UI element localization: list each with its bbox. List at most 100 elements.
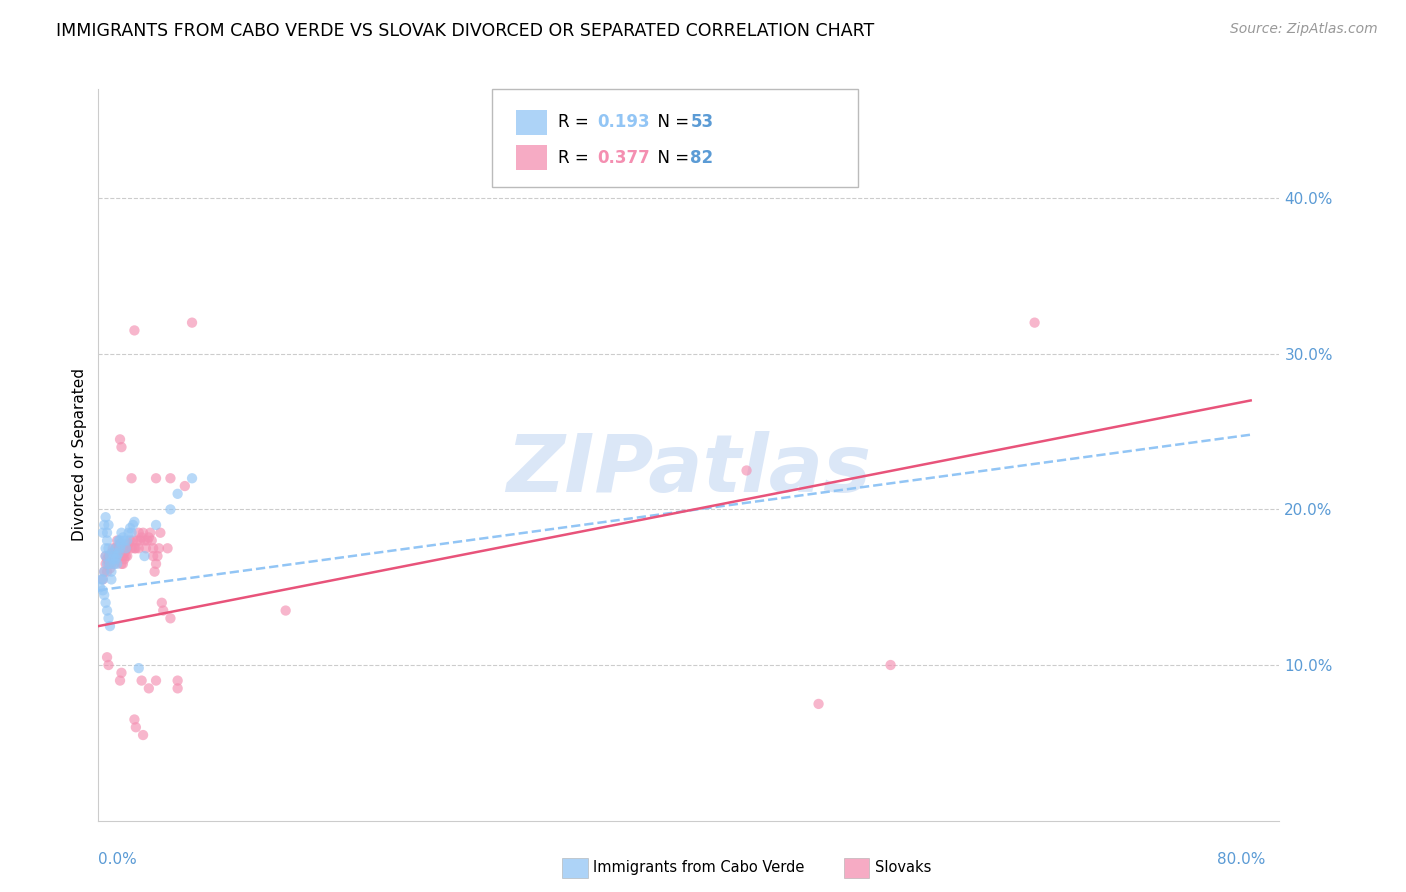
Text: Immigrants from Cabo Verde: Immigrants from Cabo Verde <box>593 860 804 874</box>
Text: ZIPatlas: ZIPatlas <box>506 431 872 508</box>
Point <box>134 533 156 548</box>
Point <box>105 557 128 571</box>
Point <box>145 673 167 688</box>
Point <box>98 549 121 563</box>
Point <box>98 561 121 575</box>
Point <box>107 549 129 563</box>
Point <box>127 533 149 548</box>
Point <box>105 549 128 563</box>
Text: 80.0%: 80.0% <box>1216 852 1265 867</box>
Point <box>100 546 122 560</box>
Point <box>101 546 124 560</box>
Point <box>145 518 167 533</box>
Point <box>166 681 188 696</box>
Point <box>145 471 167 485</box>
Point <box>96 603 118 617</box>
Point <box>94 557 117 571</box>
Point <box>98 619 121 633</box>
Point <box>93 588 115 602</box>
Point <box>112 533 135 548</box>
Point <box>121 541 143 556</box>
Point <box>110 440 132 454</box>
Point <box>148 541 170 556</box>
Point <box>807 697 830 711</box>
Point <box>105 533 128 548</box>
Point <box>132 525 155 540</box>
Point <box>181 316 204 330</box>
Point <box>90 573 112 587</box>
Point <box>173 479 195 493</box>
Point <box>112 546 135 560</box>
Point <box>93 565 115 579</box>
Point <box>91 583 114 598</box>
Point <box>121 471 143 485</box>
Point <box>112 552 135 566</box>
Point <box>142 541 165 556</box>
Point <box>156 541 179 556</box>
Point <box>111 549 134 563</box>
Point <box>107 541 129 556</box>
Text: Source: ZipAtlas.com: Source: ZipAtlas.com <box>1230 22 1378 37</box>
Point <box>107 533 129 548</box>
Point <box>159 502 181 516</box>
Text: 0.193: 0.193 <box>598 113 650 131</box>
Point <box>735 463 758 477</box>
Point <box>138 530 160 544</box>
Point <box>111 557 134 571</box>
Point <box>110 525 132 540</box>
Point <box>118 536 141 550</box>
Point <box>159 611 181 625</box>
Point <box>125 720 148 734</box>
Point <box>132 728 155 742</box>
Point <box>124 541 146 556</box>
Point <box>100 573 122 587</box>
Point <box>135 541 157 556</box>
Point <box>150 596 173 610</box>
Point <box>149 525 172 540</box>
Point <box>97 611 120 625</box>
Point <box>103 549 125 563</box>
Point <box>94 549 117 563</box>
Point <box>104 552 127 566</box>
Point <box>89 580 111 594</box>
Point <box>97 658 120 673</box>
Point <box>115 541 138 556</box>
Point <box>101 552 124 566</box>
Point <box>111 530 134 544</box>
Point <box>134 549 156 563</box>
Point <box>114 541 136 556</box>
Point <box>131 530 153 544</box>
Point <box>110 665 132 680</box>
Point <box>143 565 166 579</box>
Point <box>96 557 118 571</box>
Point <box>94 596 117 610</box>
Point <box>108 536 131 550</box>
Point <box>96 533 118 548</box>
Point <box>108 541 131 556</box>
Point <box>104 541 127 556</box>
Point <box>138 681 160 696</box>
Point <box>97 549 120 563</box>
Text: R =: R = <box>558 149 595 167</box>
Point <box>96 525 118 540</box>
Text: N =: N = <box>647 113 695 131</box>
Text: 0.0%: 0.0% <box>98 852 138 867</box>
Point <box>1024 316 1046 330</box>
Point <box>103 557 125 571</box>
Point <box>93 518 115 533</box>
Point <box>124 515 146 529</box>
Point <box>110 536 132 550</box>
Point <box>131 673 153 688</box>
Point <box>93 565 115 579</box>
Point <box>105 546 128 560</box>
Point <box>104 541 127 556</box>
Point <box>91 525 114 540</box>
Point <box>94 541 117 556</box>
Point <box>97 557 120 571</box>
Text: 82: 82 <box>690 149 713 167</box>
Text: R =: R = <box>558 113 595 131</box>
Y-axis label: Divorced or Separated: Divorced or Separated <box>72 368 87 541</box>
Point <box>114 549 136 563</box>
Point <box>100 557 122 571</box>
Point <box>96 552 118 566</box>
